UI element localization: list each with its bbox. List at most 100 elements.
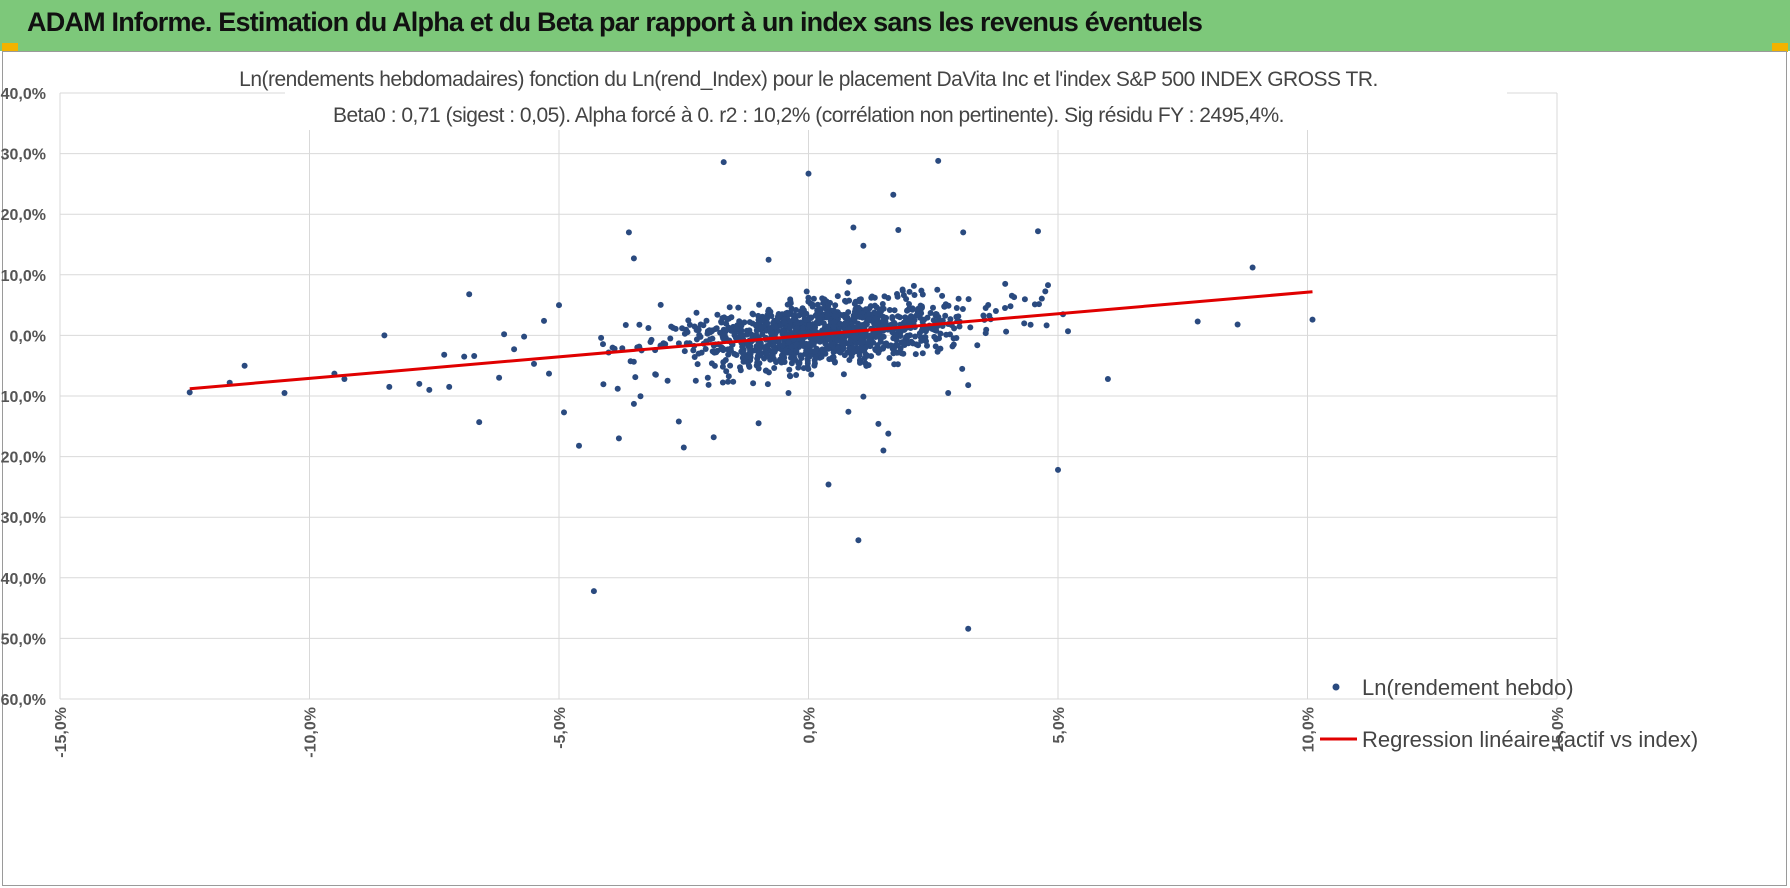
data-point	[730, 378, 737, 385]
data-point	[732, 334, 739, 341]
data-point	[803, 288, 810, 295]
data-point	[786, 366, 793, 373]
data-point	[815, 320, 822, 327]
data-point	[949, 343, 956, 350]
data-point	[446, 383, 453, 390]
data-point	[872, 347, 879, 354]
data-point	[980, 312, 987, 319]
data-point	[886, 355, 893, 361]
data-point	[840, 345, 847, 352]
report-banner: ADAM Informe. Estimation du Alpha et du …	[0, 0, 1790, 51]
data-point	[501, 331, 508, 338]
report-title: ADAM Informe. Estimation du Alpha et du …	[27, 7, 1203, 37]
data-point	[496, 374, 503, 381]
data-point	[930, 317, 937, 324]
data-point	[800, 324, 806, 331]
data-point	[713, 349, 720, 356]
data-point	[901, 341, 907, 348]
data-point	[845, 278, 852, 285]
data-point	[426, 386, 433, 393]
data-point	[953, 305, 960, 311]
data-point	[965, 625, 972, 632]
data-point	[869, 293, 876, 300]
data-point	[740, 350, 747, 357]
data-point	[630, 400, 637, 407]
data-point	[755, 420, 762, 427]
data-point	[781, 319, 788, 326]
data-point	[862, 344, 869, 351]
chart-title-background	[285, 66, 1507, 130]
data-point	[809, 303, 816, 310]
data-point	[904, 307, 910, 314]
data-point	[930, 304, 936, 311]
data-point	[890, 319, 897, 326]
data-point	[461, 353, 468, 360]
data-point	[719, 333, 726, 340]
data-point	[880, 447, 887, 454]
y-tick-label: 10,0%	[1, 268, 46, 285]
data-point	[889, 315, 896, 322]
data-point	[714, 311, 721, 318]
data-point	[865, 316, 872, 323]
data-point	[681, 348, 688, 355]
data-point	[965, 296, 972, 303]
data-point	[695, 350, 702, 357]
data-point	[932, 343, 939, 350]
data-point	[625, 229, 632, 236]
data-point	[719, 363, 726, 370]
data-point	[466, 291, 473, 298]
data-point	[1035, 228, 1041, 235]
data-point	[877, 329, 883, 336]
data-point	[787, 373, 794, 380]
data-point	[792, 356, 799, 363]
data-point	[902, 314, 909, 321]
data-point	[795, 312, 802, 319]
data-point	[704, 374, 711, 381]
data-point	[974, 342, 981, 349]
data-point	[511, 346, 518, 353]
data-point	[827, 341, 834, 348]
data-point	[728, 314, 735, 321]
y-axis-tick-labels: 40,0% 30,0% 20,0% 10,0% 0,0% -10,0% -20,0% -30,…	[0, 86, 46, 709]
data-point	[852, 313, 858, 319]
chart-title-line-1: Ln(rendements hebdomadaires) fonction du…	[239, 68, 1378, 91]
data-point	[726, 304, 733, 311]
data-point	[965, 382, 972, 389]
data-point	[959, 306, 966, 312]
data-point	[1194, 318, 1201, 325]
data-point	[720, 359, 727, 366]
data-point	[737, 364, 743, 371]
data-point	[757, 352, 764, 359]
data-point	[622, 322, 629, 328]
data-point	[924, 342, 930, 349]
data-point	[476, 419, 483, 426]
data-point	[885, 430, 892, 437]
data-point	[664, 377, 671, 384]
data-point	[1038, 295, 1045, 302]
data-point	[918, 337, 925, 344]
data-point	[931, 333, 938, 340]
data-point	[614, 385, 621, 392]
chart-title-line-2: Beta0 : 0,71 (sigest : 0,05). Alpha forc…	[333, 104, 1284, 127]
data-point	[657, 301, 664, 308]
data-point	[630, 255, 637, 262]
data-point	[805, 170, 812, 177]
data-point	[861, 321, 868, 328]
data-point	[679, 325, 686, 332]
data-point	[1003, 328, 1010, 335]
data-point	[877, 306, 884, 313]
data-point	[531, 360, 537, 367]
x-axis-tick-labels: -15,0% -10,0% -5,0% 0,0% 5,0% 10,0% 15,0%	[53, 707, 1567, 758]
data-point	[908, 313, 914, 320]
data-point	[779, 357, 786, 364]
data-point	[386, 383, 393, 390]
data-point	[894, 293, 901, 300]
data-point	[793, 325, 800, 332]
y-tick-label: -30,0%	[0, 510, 46, 527]
data-point	[905, 317, 912, 324]
data-point	[915, 342, 922, 349]
data-point	[685, 317, 692, 324]
data-point	[858, 332, 865, 339]
data-point	[684, 329, 691, 336]
data-point	[831, 312, 838, 319]
